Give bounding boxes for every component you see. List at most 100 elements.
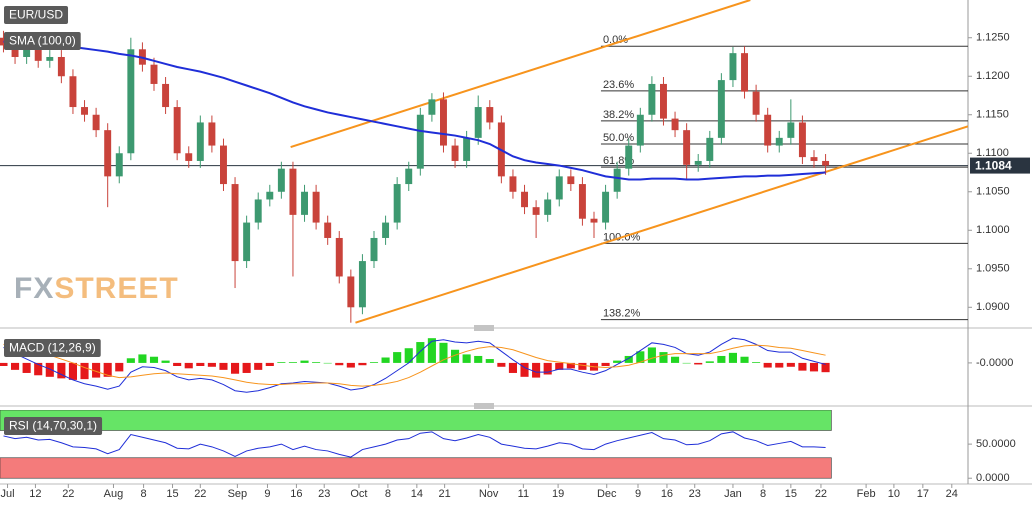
x-tick-label: 21 xyxy=(439,488,451,500)
macd-histogram-bar xyxy=(728,352,737,363)
candle-body xyxy=(127,49,135,154)
macd-histogram-bar xyxy=(578,362,587,370)
macd-histogram-bar xyxy=(717,355,726,363)
macd-histogram-bar xyxy=(149,356,159,363)
macd-histogram-bar xyxy=(242,362,251,373)
x-tick-label: Aug xyxy=(104,488,124,500)
candle-body xyxy=(11,45,19,57)
y-tick-label: 1.1050 xyxy=(976,186,1010,198)
legend-box xyxy=(4,339,101,357)
candle-body xyxy=(150,64,158,84)
candle-body xyxy=(440,99,447,146)
candle-body xyxy=(162,83,170,108)
macd-panel xyxy=(0,337,830,393)
y-tick-label: 1.1000 xyxy=(976,224,1010,236)
x-tick-label: 16 xyxy=(290,488,302,500)
fib-level-label: 38.2% xyxy=(603,109,634,121)
watermark-part: FX xyxy=(14,272,54,305)
overlay: 1.1250 1.1200 1.1150 1.1100 1.1050 1.1000 1.09… xyxy=(0,6,1030,500)
macd-histogram-bar xyxy=(566,362,575,369)
macd-histogram-bar xyxy=(821,362,830,373)
candle-body xyxy=(301,191,308,215)
x-tick-label: 22 xyxy=(815,488,827,500)
candle-body xyxy=(555,176,563,200)
macd-histogram-bar xyxy=(219,362,228,370)
candle-body xyxy=(104,130,112,177)
candle-body xyxy=(173,107,181,154)
y-tick-label: 50.0000 xyxy=(976,438,1016,450)
candle-body xyxy=(636,114,644,146)
macd-histogram-bar xyxy=(809,362,819,372)
y-tick-label: 1.0900 xyxy=(976,301,1010,313)
macd-histogram-bar xyxy=(497,362,506,367)
macd-histogram-bar xyxy=(346,362,355,368)
trendline xyxy=(290,0,751,149)
x-tick-label: 16 xyxy=(661,488,673,500)
macd-histogram-bar xyxy=(68,362,77,380)
macd-histogram-bar xyxy=(11,362,20,370)
candle-body xyxy=(810,157,818,161)
candle-body xyxy=(509,176,517,192)
macd-histogram-bar xyxy=(752,362,761,363)
x-tick-label: 19 xyxy=(552,488,564,500)
x-tick-label: 24 xyxy=(946,488,958,500)
candle-body xyxy=(115,153,123,177)
candle-body xyxy=(405,168,413,185)
macd-histogram-bar xyxy=(92,362,101,378)
resize-handle[interactable] xyxy=(474,403,494,409)
candle-body xyxy=(729,53,737,81)
candle-body xyxy=(463,137,471,161)
y-tick-label: 1.1250 xyxy=(976,32,1010,44)
candle-body xyxy=(312,191,320,223)
candle-body xyxy=(741,53,748,92)
candle-body xyxy=(694,160,702,165)
candle-body xyxy=(370,237,378,262)
macd-histogram-bar xyxy=(775,362,784,368)
candle-body xyxy=(590,218,598,223)
candle-body xyxy=(416,114,424,169)
resize-handle[interactable] xyxy=(474,325,494,331)
candle-body xyxy=(81,107,88,115)
legend-label: SMA (100,0) xyxy=(9,34,76,48)
candle-body xyxy=(393,184,401,223)
candle-body xyxy=(428,99,436,115)
x-tick-label: 23 xyxy=(689,488,701,500)
macd-histogram-bar xyxy=(393,352,402,363)
macd-histogram-bar xyxy=(22,362,31,373)
macd-histogram-bar xyxy=(335,362,344,366)
macd-histogram-bar xyxy=(265,362,274,366)
candle-body xyxy=(289,168,297,215)
macd-histogram-bar xyxy=(254,362,263,370)
x-tick-label: 8 xyxy=(385,488,391,500)
macd-histogram-bar xyxy=(659,352,668,363)
macd-histogram-bar xyxy=(404,348,413,363)
macd-histogram-bar xyxy=(601,362,610,366)
candle-body xyxy=(648,83,656,115)
macd-histogram-bar xyxy=(474,355,483,363)
y-tick-label: 1.1100 xyxy=(976,147,1009,159)
macd-histogram-bar xyxy=(115,362,124,372)
candle-body xyxy=(277,168,285,192)
x-tick-label: Feb xyxy=(857,488,876,500)
x-tick-label: Sep xyxy=(228,488,248,500)
macd-histogram-bar xyxy=(555,362,564,370)
rsi-zone xyxy=(0,457,832,479)
x-tick-label: 23 xyxy=(318,488,330,500)
candle-body xyxy=(578,184,586,219)
fib-level-label: 138.2% xyxy=(603,308,641,320)
candle-body xyxy=(544,199,552,215)
macd-histogram-bar xyxy=(323,362,332,364)
candle-body xyxy=(660,83,667,119)
macd-histogram-bar xyxy=(103,362,112,377)
candle-body xyxy=(486,107,494,123)
candle-body xyxy=(822,160,830,166)
macd-histogram-bar xyxy=(439,342,448,363)
x-tick-label: 15 xyxy=(166,488,178,500)
macd-histogram-bar xyxy=(231,362,240,374)
candle-body xyxy=(752,91,760,115)
trendline xyxy=(355,125,968,324)
macd-line xyxy=(3,343,826,387)
last-price-label: 1.1084 xyxy=(975,158,1012,172)
candle-body xyxy=(196,122,204,161)
